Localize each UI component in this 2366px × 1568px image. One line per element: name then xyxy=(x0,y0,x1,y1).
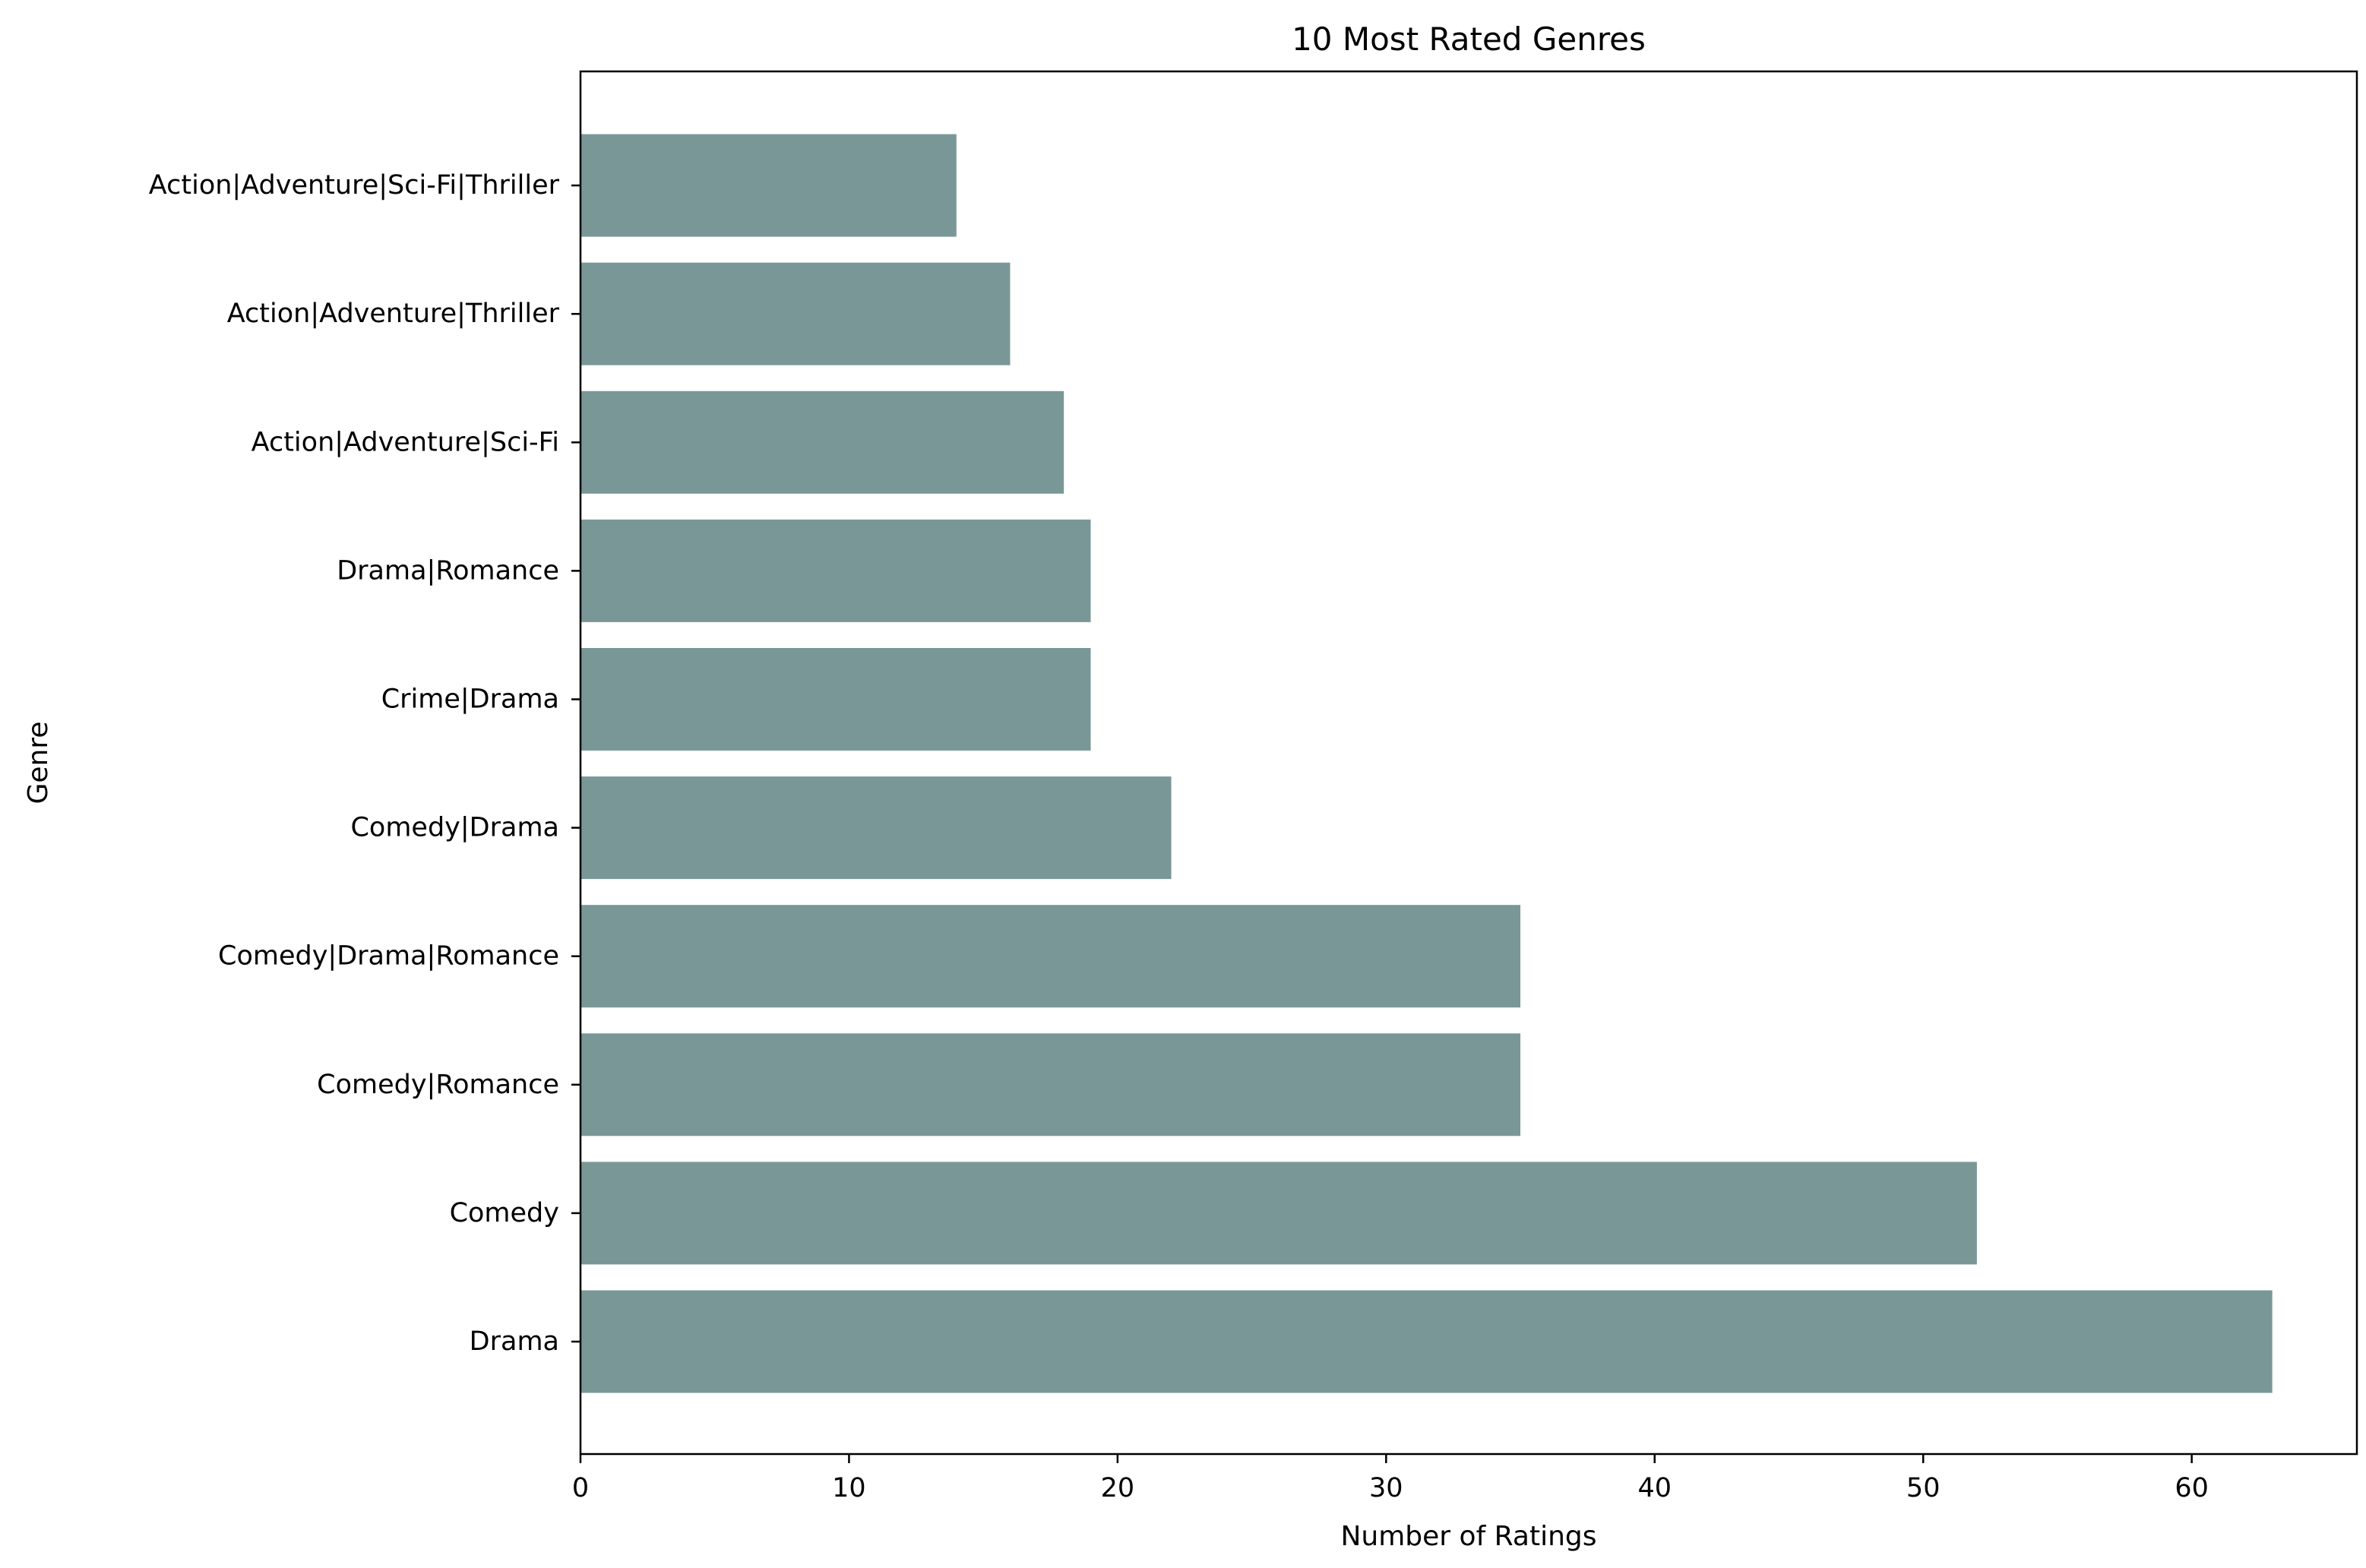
bar-action-adventure-sci-fi xyxy=(580,390,1064,494)
x-tick-label: 10 xyxy=(832,1473,866,1503)
x-tick-label: 30 xyxy=(1369,1473,1403,1503)
y-tick-label: Comedy|Romance xyxy=(317,1070,559,1100)
bar-action-adventure-sci-fi-thriller xyxy=(580,134,957,237)
bar-comedy-romance xyxy=(580,1033,1521,1136)
bars-group xyxy=(580,134,2273,1393)
bar-comedy-drama xyxy=(580,776,1172,880)
y-tick-label: Crime|Drama xyxy=(381,684,559,715)
bar-drama xyxy=(580,1290,2273,1393)
y-tick-label: Action|Adventure|Sci-Fi|Thriller xyxy=(149,170,560,201)
y-tick-label: Comedy|Drama|Romance xyxy=(218,941,559,972)
bar-crime-drama xyxy=(580,648,1091,751)
y-tick-label: Action|Adventure|Thriller xyxy=(227,299,560,329)
bar-comedy xyxy=(580,1162,1977,1265)
y-tick-label: Comedy|Drama xyxy=(350,813,559,843)
x-tick-label: 0 xyxy=(572,1473,589,1503)
y-ticks-group: Drama Comedy Comedy|Romance Comedy|Drama|Ro… xyxy=(149,170,580,1357)
x-tick-label: 50 xyxy=(1906,1473,1941,1503)
chart-title: 10 Most Rated Genres xyxy=(1292,21,1646,58)
y-axis-label: Genre xyxy=(23,721,54,804)
y-tick-label: Comedy xyxy=(450,1198,559,1228)
plot-frame xyxy=(579,70,2358,1456)
x-tick-label: 40 xyxy=(1637,1473,1672,1503)
y-tick-label: Drama xyxy=(470,1326,559,1357)
bar-comedy-drama-romance xyxy=(580,905,1521,1008)
x-tick-label: 20 xyxy=(1101,1473,1135,1503)
x-axis-label: Number of Ratings xyxy=(1340,1521,1596,1552)
y-tick-label: Drama|Romance xyxy=(337,555,559,586)
y-tick-label: Action|Adventure|Sci-Fi xyxy=(251,427,559,457)
bar-drama-romance xyxy=(580,519,1091,622)
bar-action-adventure-thriller xyxy=(580,262,1011,365)
x-ticks-group: 0 10 20 30 40 50 60 xyxy=(572,1454,2209,1503)
x-tick-label: 60 xyxy=(2175,1473,2209,1503)
